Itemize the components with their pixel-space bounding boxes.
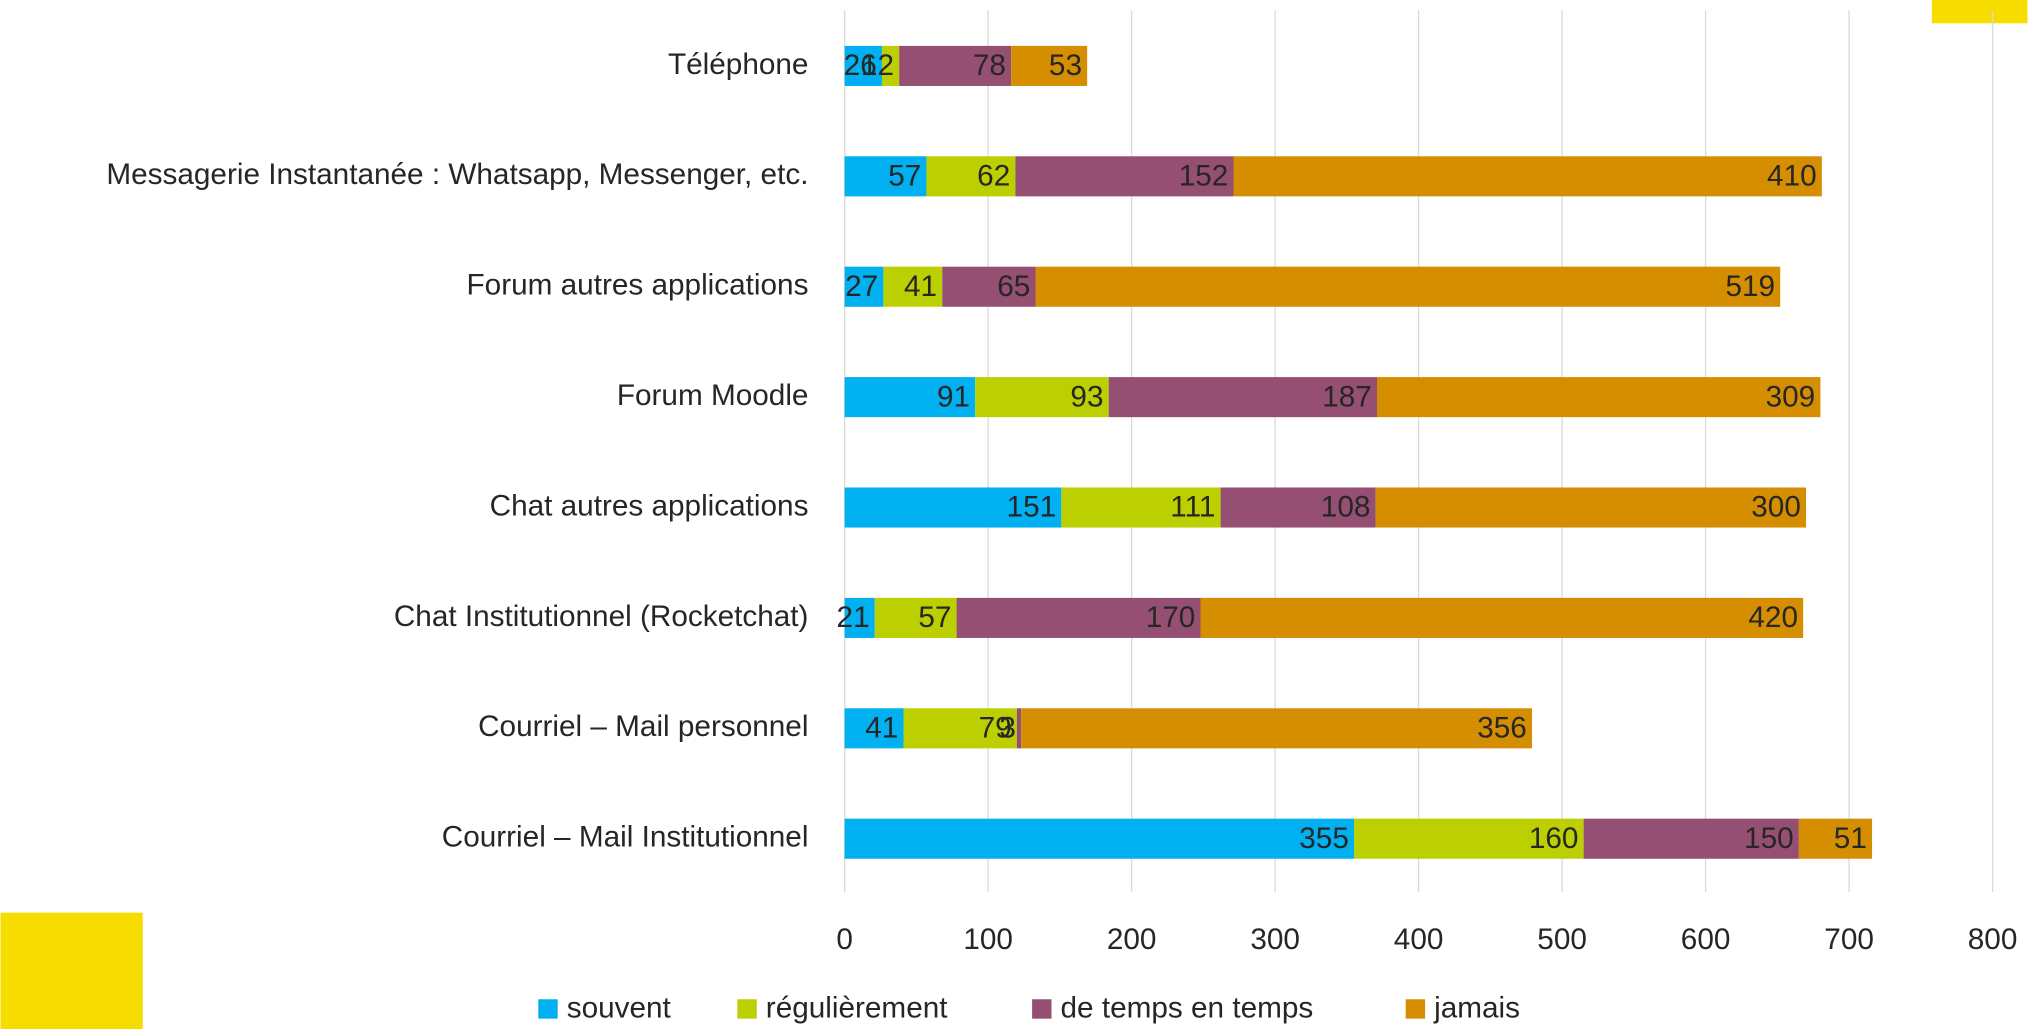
- bar-segment: [1798, 818, 1873, 859]
- data-label: 355: [1299, 822, 1349, 855]
- data-label: 26: [844, 49, 877, 82]
- data-label: 519: [1725, 270, 1775, 303]
- data-label: 65: [997, 270, 1030, 303]
- bar-segment: [844, 377, 976, 418]
- y-tick-label: Messagerie Instantanée : Whatsapp, Messe…: [106, 158, 808, 191]
- legend-label: de temps en temps: [1061, 991, 1314, 1024]
- legend-label: régulièrement: [766, 991, 948, 1024]
- data-label: 79: [979, 711, 1012, 744]
- data-label: 150: [1744, 822, 1794, 855]
- bar-segment: [1015, 156, 1234, 197]
- legend-swatch: [1405, 999, 1426, 1019]
- x-tick-label: 0: [836, 923, 853, 956]
- data-label: 420: [1748, 601, 1798, 634]
- data-label: 187: [1322, 380, 1372, 413]
- bar-segment: [844, 597, 875, 638]
- bar-segment: [874, 597, 957, 638]
- bar-segment: [883, 266, 943, 307]
- data-label: 111: [1170, 491, 1215, 524]
- bar-segment: [1061, 487, 1221, 528]
- bar-segment: [881, 45, 900, 86]
- legend-label: jamais: [1433, 991, 1520, 1024]
- data-label: 3: [999, 711, 1016, 744]
- data-label: 151: [1007, 491, 1057, 524]
- bar-segment: [1011, 45, 1088, 86]
- x-tick-label: 400: [1394, 923, 1444, 956]
- x-tick-label: 300: [1250, 923, 1300, 956]
- bar-segment: [1583, 818, 1799, 859]
- data-label: 62: [977, 159, 1010, 192]
- data-label: 41: [904, 270, 937, 303]
- x-tick-label: 100: [963, 923, 1013, 956]
- legend-swatch: [538, 999, 558, 1019]
- data-label: 57: [888, 159, 921, 192]
- data-label: 170: [1146, 601, 1196, 634]
- bar-segment: [1035, 266, 1781, 307]
- bar-segment: [1021, 708, 1532, 749]
- bar-segment: [844, 818, 1355, 859]
- bar-segment: [844, 487, 1062, 528]
- data-label: 57: [918, 601, 951, 634]
- data-label: 108: [1321, 491, 1371, 524]
- bar-segment: [1375, 487, 1807, 528]
- bar-segment: [899, 45, 1012, 86]
- data-label: 410: [1767, 159, 1817, 192]
- legend-swatch: [737, 999, 757, 1019]
- data-label: 78: [973, 49, 1006, 82]
- bar-segment: [926, 156, 1016, 197]
- data-label: 27: [845, 270, 878, 303]
- x-tick-label: 800: [1968, 923, 2018, 956]
- data-label: 152: [1179, 159, 1229, 192]
- bar-segment: [844, 45, 882, 86]
- bar-segment: [844, 266, 884, 307]
- data-label: 21: [837, 601, 870, 634]
- data-label: 160: [1529, 822, 1579, 855]
- data-label: 300: [1751, 491, 1801, 524]
- data-label: 356: [1477, 711, 1527, 744]
- bar-segment: [1233, 156, 1822, 197]
- data-label: 41: [865, 711, 898, 744]
- y-tick-label: Téléphone: [668, 48, 808, 81]
- x-tick-label: 700: [1824, 923, 1874, 956]
- bar-segment: [975, 377, 1109, 418]
- bar-segment: [956, 597, 1201, 638]
- decoration: [0, 912, 143, 1029]
- bar-segment: [1016, 708, 1022, 749]
- y-tick-label: Chat Institutionnel (Rocketchat): [394, 600, 809, 633]
- bar-segment: [1377, 377, 1821, 418]
- x-tick-label: 600: [1681, 923, 1731, 956]
- data-label: 12: [861, 49, 894, 82]
- legend-label: souvent: [567, 991, 672, 1024]
- y-tick-label: Courriel – Mail Institutionnel: [442, 821, 809, 854]
- data-label: 91: [937, 380, 970, 413]
- x-tick-label: 200: [1107, 923, 1157, 956]
- data-label: 93: [1070, 380, 1103, 413]
- y-tick-label: Forum Moodle: [617, 379, 809, 412]
- legend-swatch: [1032, 999, 1052, 1019]
- bar-segment: [844, 708, 904, 749]
- x-tick-label: 500: [1537, 923, 1587, 956]
- data-label: 309: [1766, 380, 1816, 413]
- bar-segment: [844, 156, 927, 197]
- bar-segment: [942, 266, 1036, 307]
- y-tick-label: Chat autres applications: [490, 489, 809, 522]
- y-tick-label: Courriel – Mail personnel: [478, 710, 808, 743]
- data-label: 51: [1834, 822, 1867, 855]
- bar-segment: [1108, 377, 1378, 418]
- bar-segment: [1220, 487, 1376, 528]
- data-label: 53: [1049, 49, 1082, 82]
- decoration: [1931, 0, 2028, 24]
- y-tick-label: Forum autres applications: [467, 269, 809, 302]
- bar-segment: [1354, 818, 1584, 859]
- bar-segment: [903, 708, 1017, 749]
- bar-segment: [1200, 597, 1804, 638]
